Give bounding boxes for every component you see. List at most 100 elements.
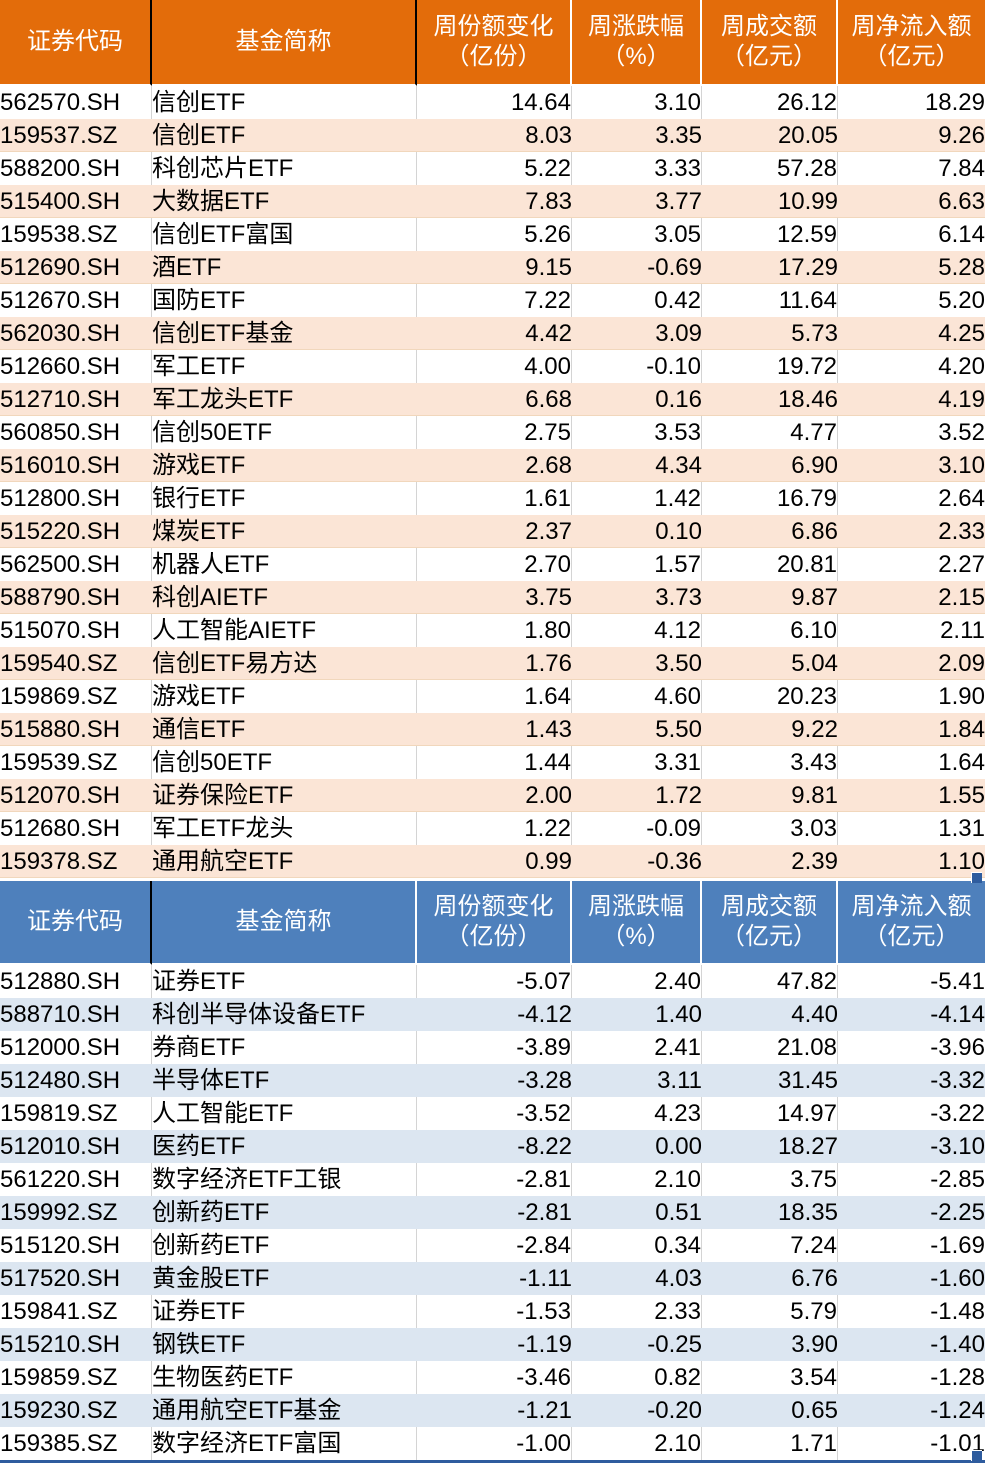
pct-change-cell[interactable]: 3.31 [572, 746, 702, 779]
share-change-cell[interactable]: 2.70 [417, 548, 572, 581]
name-cell[interactable]: 人工智能ETF [152, 1097, 417, 1130]
share-change-cell[interactable]: 0.99 [417, 845, 572, 878]
pct-change-cell[interactable]: 3.10 [572, 86, 702, 119]
name-cell[interactable]: 游戏ETF [152, 449, 417, 482]
turnover-cell[interactable]: 5.79 [702, 1295, 838, 1328]
column-header-share-change[interactable]: 周份额变化 （亿份） [417, 0, 572, 86]
pct-change-cell[interactable]: -0.36 [572, 845, 702, 878]
code-cell[interactable]: 159539.SZ [0, 746, 152, 779]
net-inflow-cell[interactable]: 6.63 [838, 185, 985, 218]
share-change-cell[interactable]: -3.89 [417, 1031, 572, 1064]
pct-change-cell[interactable]: 4.03 [572, 1262, 702, 1295]
name-cell[interactable]: 军工ETF [152, 350, 417, 383]
net-inflow-cell[interactable]: 1.90 [838, 680, 985, 713]
code-cell[interactable]: 512480.SH [0, 1064, 152, 1097]
turnover-cell[interactable]: 4.40 [702, 998, 838, 1031]
share-change-cell[interactable]: -3.52 [417, 1097, 572, 1130]
code-cell[interactable]: 159230.SZ [0, 1394, 152, 1427]
code-cell[interactable]: 512010.SH [0, 1130, 152, 1163]
net-inflow-cell[interactable]: 2.64 [838, 482, 985, 515]
name-cell[interactable]: 信创ETF富国 [152, 218, 417, 251]
pct-change-cell[interactable]: -0.09 [572, 812, 702, 845]
code-cell[interactable]: 159869.SZ [0, 680, 152, 713]
net-inflow-cell[interactable]: 5.20 [838, 284, 985, 317]
name-cell[interactable]: 证券保险ETF [152, 779, 417, 812]
excel-fill-handle[interactable] [971, 1450, 982, 1461]
code-cell[interactable]: 588790.SH [0, 581, 152, 614]
net-inflow-cell[interactable]: -3.22 [838, 1097, 985, 1130]
pct-change-cell[interactable]: 2.41 [572, 1031, 702, 1064]
net-inflow-cell[interactable]: -1.69 [838, 1229, 985, 1262]
turnover-cell[interactable]: 6.90 [702, 449, 838, 482]
pct-change-cell[interactable]: -0.25 [572, 1328, 702, 1361]
turnover-cell[interactable]: 6.10 [702, 614, 838, 647]
net-inflow-cell[interactable]: 2.27 [838, 548, 985, 581]
share-change-cell[interactable]: 5.26 [417, 218, 572, 251]
column-header-pct-change[interactable]: 周涨跌幅 （%） [572, 0, 702, 86]
net-inflow-cell[interactable]: -3.10 [838, 1130, 985, 1163]
name-cell[interactable]: 信创ETF易方达 [152, 647, 417, 680]
code-cell[interactable]: 512660.SH [0, 350, 152, 383]
name-cell[interactable]: 黄金股ETF [152, 1262, 417, 1295]
pct-change-cell[interactable]: 0.51 [572, 1196, 702, 1229]
code-cell[interactable]: 159540.SZ [0, 647, 152, 680]
turnover-cell[interactable]: 6.76 [702, 1262, 838, 1295]
pct-change-cell[interactable]: 4.34 [572, 449, 702, 482]
code-cell[interactable]: 562500.SH [0, 548, 152, 581]
turnover-cell[interactable]: 11.64 [702, 284, 838, 317]
name-cell[interactable]: 信创50ETF [152, 416, 417, 449]
pct-change-cell[interactable]: 4.12 [572, 614, 702, 647]
code-cell[interactable]: 159992.SZ [0, 1196, 152, 1229]
share-change-cell[interactable]: 1.80 [417, 614, 572, 647]
pct-change-cell[interactable]: 1.42 [572, 482, 702, 515]
code-cell[interactable]: 512680.SH [0, 812, 152, 845]
name-cell[interactable]: 证券ETF [152, 1295, 417, 1328]
turnover-cell[interactable]: 26.12 [702, 86, 838, 119]
net-inflow-cell[interactable]: 4.25 [838, 317, 985, 350]
name-cell[interactable]: 科创AIETF [152, 581, 417, 614]
turnover-cell[interactable]: 18.46 [702, 383, 838, 416]
share-change-cell[interactable]: -5.07 [417, 965, 572, 998]
column-header-turnover[interactable]: 周成交额 （亿元） [702, 881, 838, 965]
code-cell[interactable]: 512000.SH [0, 1031, 152, 1064]
name-cell[interactable]: 通用航空ETF基金 [152, 1394, 417, 1427]
turnover-cell[interactable]: 10.99 [702, 185, 838, 218]
net-inflow-cell[interactable]: -3.32 [838, 1064, 985, 1097]
code-cell[interactable]: 512800.SH [0, 482, 152, 515]
turnover-cell[interactable]: 16.79 [702, 482, 838, 515]
turnover-cell[interactable]: 18.35 [702, 1196, 838, 1229]
code-cell[interactable]: 588200.SH [0, 152, 152, 185]
code-cell[interactable]: 562030.SH [0, 317, 152, 350]
turnover-cell[interactable]: 3.54 [702, 1361, 838, 1394]
share-change-cell[interactable]: 3.75 [417, 581, 572, 614]
code-cell[interactable]: 159819.SZ [0, 1097, 152, 1130]
pct-change-cell[interactable]: 3.09 [572, 317, 702, 350]
turnover-cell[interactable]: 5.73 [702, 317, 838, 350]
name-cell[interactable]: 大数据ETF [152, 185, 417, 218]
net-inflow-cell[interactable]: 1.10 [838, 845, 985, 878]
share-change-cell[interactable]: 1.61 [417, 482, 572, 515]
turnover-cell[interactable]: 20.23 [702, 680, 838, 713]
share-change-cell[interactable]: -4.12 [417, 998, 572, 1031]
pct-change-cell[interactable]: 2.10 [572, 1163, 702, 1196]
pct-change-cell[interactable]: 3.11 [572, 1064, 702, 1097]
net-inflow-cell[interactable]: 4.19 [838, 383, 985, 416]
net-inflow-cell[interactable]: 1.84 [838, 713, 985, 746]
net-inflow-cell[interactable]: 2.33 [838, 515, 985, 548]
turnover-cell[interactable]: 47.82 [702, 965, 838, 998]
name-cell[interactable]: 数字经济ETF富国 [152, 1427, 417, 1460]
code-cell[interactable]: 515210.SH [0, 1328, 152, 1361]
name-cell[interactable]: 银行ETF [152, 482, 417, 515]
share-change-cell[interactable]: 1.22 [417, 812, 572, 845]
net-inflow-cell[interactable]: 2.09 [838, 647, 985, 680]
pct-change-cell[interactable]: 3.53 [572, 416, 702, 449]
code-cell[interactable]: 512710.SH [0, 383, 152, 416]
pct-change-cell[interactable]: 0.42 [572, 284, 702, 317]
net-inflow-cell[interactable]: 4.20 [838, 350, 985, 383]
name-cell[interactable]: 军工龙头ETF [152, 383, 417, 416]
code-cell[interactable]: 515880.SH [0, 713, 152, 746]
share-change-cell[interactable]: 4.00 [417, 350, 572, 383]
net-inflow-cell[interactable]: 1.55 [838, 779, 985, 812]
code-cell[interactable]: 517520.SH [0, 1262, 152, 1295]
net-inflow-cell[interactable]: 18.29 [838, 86, 985, 119]
